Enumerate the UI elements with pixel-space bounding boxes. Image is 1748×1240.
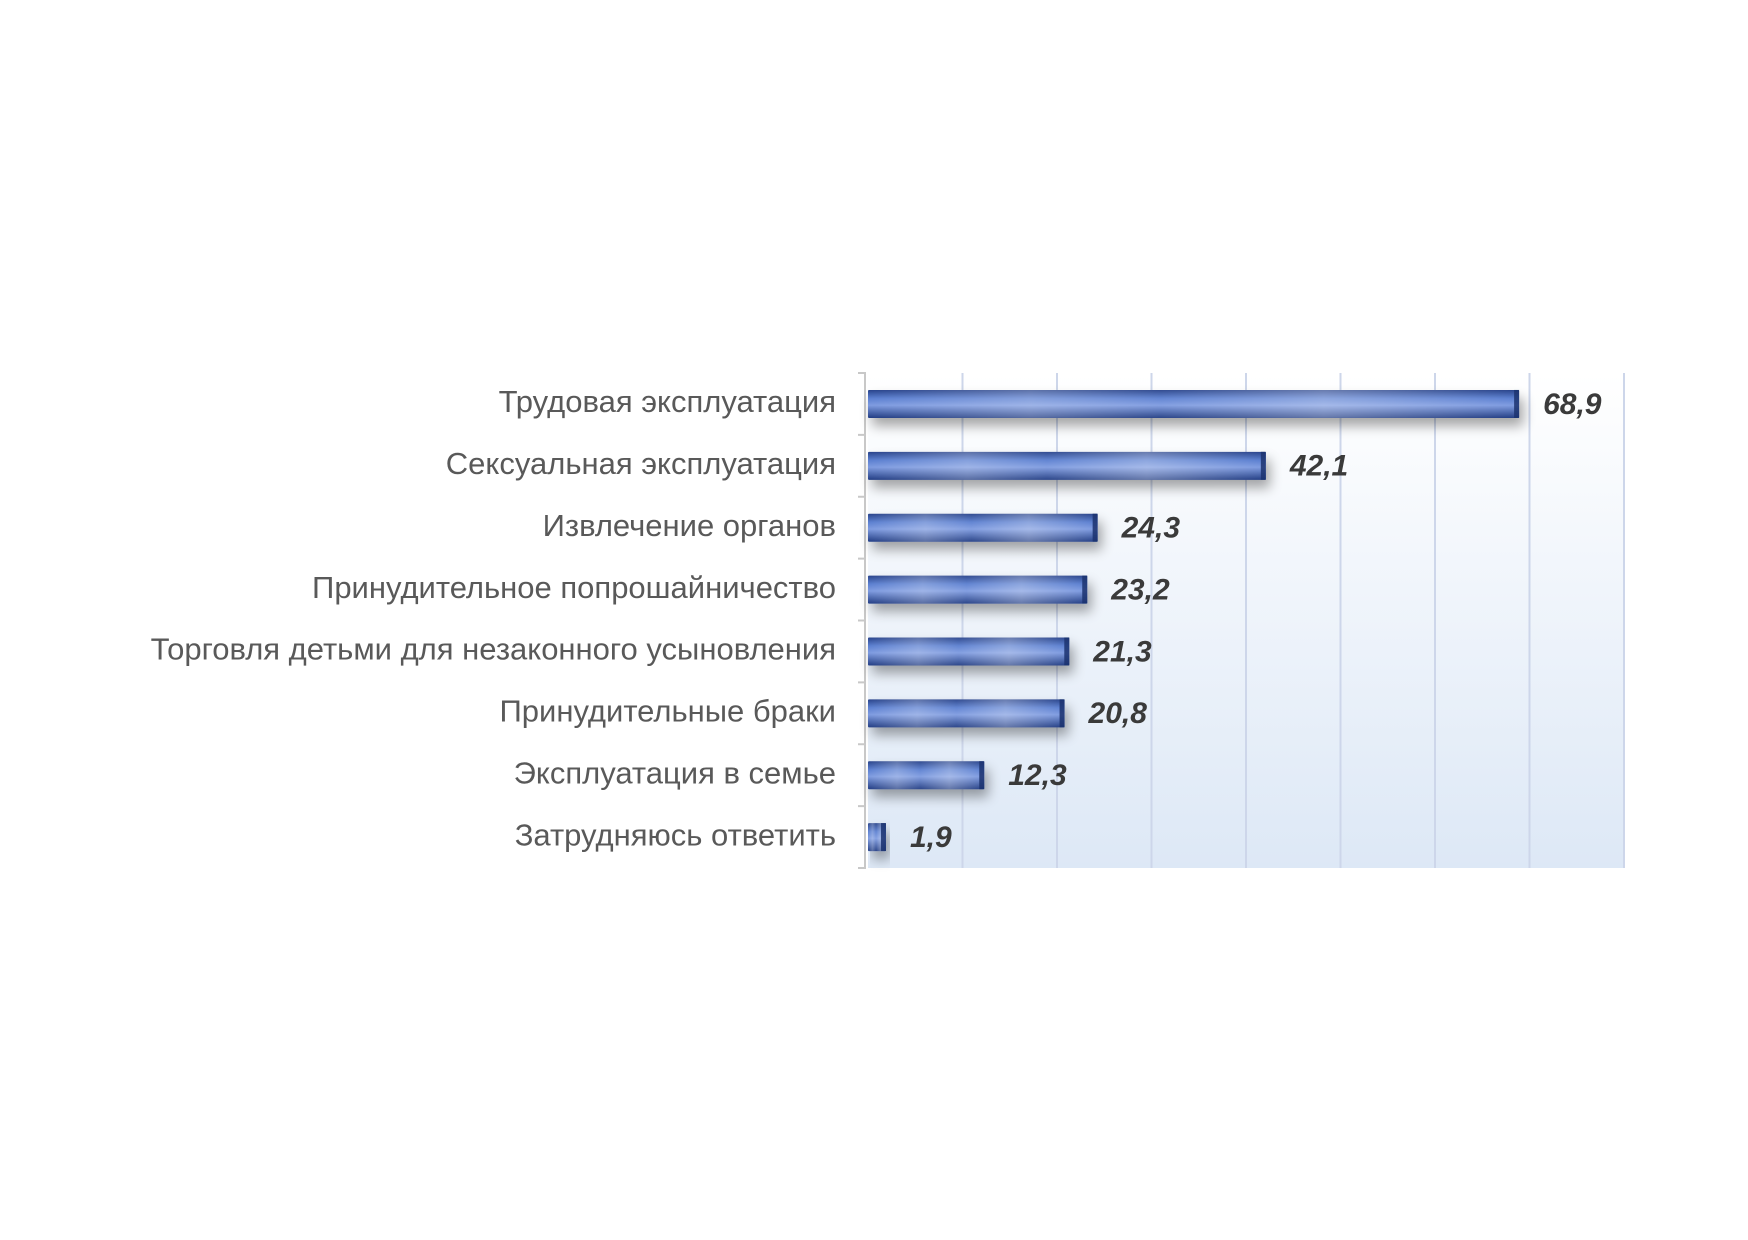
category-label: Затрудняюсь ответить <box>515 817 836 852</box>
value-label: 23,2 <box>1110 573 1170 606</box>
bar-end-cap <box>1514 389 1520 418</box>
bar-shine <box>868 575 1088 604</box>
bar-end-cap <box>979 761 985 790</box>
bar-7 <box>868 761 985 790</box>
bar-1 <box>868 389 1520 418</box>
bar-end-cap <box>1092 513 1098 542</box>
category-label: Торговля детьми для незаконного усыновле… <box>151 632 836 667</box>
bar-2 <box>868 451 1266 480</box>
category-label: Принудительное попрошайничество <box>312 570 836 605</box>
category-label: Трудовая эксплуатация <box>499 384 836 419</box>
bar-end-cap <box>1260 451 1266 480</box>
bar-shine <box>868 699 1065 728</box>
bar-3 <box>868 513 1098 542</box>
value-label: 24,3 <box>1121 512 1181 545</box>
bar-end-cap <box>880 823 886 852</box>
bar-4 <box>868 575 1088 604</box>
category-label: Эксплуатация в семье <box>514 755 836 790</box>
value-label: 20,8 <box>1088 697 1148 730</box>
bar-end-cap <box>1059 699 1065 728</box>
category-label: Принудительные браки <box>499 694 836 729</box>
y-axis-ticks <box>858 372 866 869</box>
value-label: 21,3 <box>1092 635 1152 668</box>
bar-shine <box>868 761 985 790</box>
value-label: 68,9 <box>1543 388 1602 421</box>
bar-end-cap <box>1082 575 1088 604</box>
value-label: 12,3 <box>1008 759 1067 792</box>
value-labels: 68,9 42,1 24,3 23,2 21,3 20,8 12,3 1,9 <box>910 388 1602 854</box>
category-labels: Трудовая эксплуатация Сексуальная эксплуа… <box>151 384 836 852</box>
bar-shine <box>868 637 1070 666</box>
bar-shine <box>868 451 1266 480</box>
bar-shine <box>868 513 1098 542</box>
bars <box>868 389 1520 852</box>
value-label: 1,9 <box>910 821 952 854</box>
bar-shine <box>868 389 1520 418</box>
bar-end-cap <box>1064 637 1070 666</box>
value-label: 42,1 <box>1289 450 1348 483</box>
bar-8 <box>868 823 886 852</box>
category-label: Извлечение органов <box>543 508 836 543</box>
category-label: Сексуальная эксплуатация <box>446 446 836 481</box>
bar-5 <box>868 637 1070 666</box>
bar-6 <box>868 699 1065 728</box>
